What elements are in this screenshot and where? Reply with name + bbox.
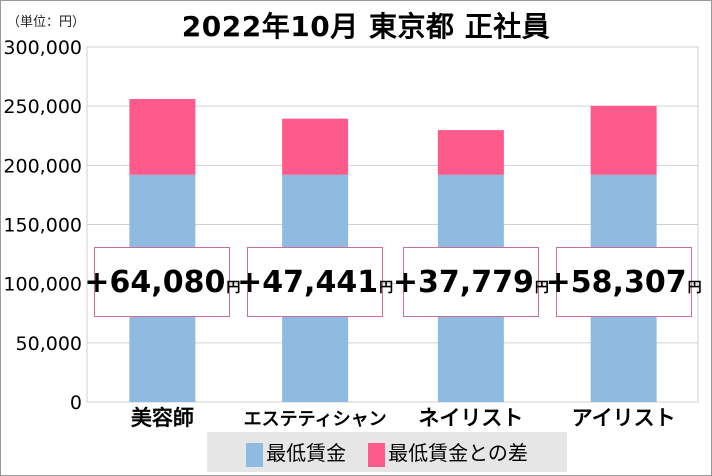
bar-difference — [590, 105, 657, 175]
data-label-unit: 円 — [534, 280, 549, 296]
data-label: +64,080 円 — [84, 247, 240, 317]
legend-item-min-wage: 最低賃金 — [246, 437, 346, 467]
data-label: +37,779 円 — [393, 247, 549, 317]
y-tick-label: 250,000 — [3, 96, 82, 118]
data-label-unit: 円 — [687, 280, 702, 296]
y-tick-label: 50,000 — [16, 333, 82, 355]
data-label: +58,307 円 — [546, 247, 702, 317]
legend-label: 最低賃金 — [266, 441, 347, 466]
bar-difference — [437, 130, 504, 175]
y-tick-label: 0 — [70, 392, 82, 414]
y-tick-label: 300,000 — [3, 37, 82, 59]
bar-difference — [282, 118, 349, 175]
legend-label: 最低賃金との差 — [388, 441, 528, 466]
legend: 最低賃金 最低賃金との差 — [207, 432, 567, 472]
x-tick-label: アイリスト — [572, 406, 676, 430]
x-tick-label: 美容師 — [131, 406, 194, 430]
chart-title: 2022年10月 東京都 正社員 — [181, 10, 551, 43]
data-label-value: +47,441 — [237, 264, 379, 300]
data-label-value: +58,307 — [545, 264, 687, 300]
data-label-unit: 円 — [379, 280, 394, 296]
y-tick-label: 100,000 — [3, 274, 82, 296]
x-tick-label: エステティシャン — [244, 409, 387, 430]
unit-label: （単位：円） — [7, 15, 86, 30]
legend-swatch — [246, 442, 264, 467]
data-label-value: +64,080 — [84, 264, 226, 300]
x-tick-label: ネイリスト — [418, 406, 523, 430]
bar-difference — [129, 98, 196, 175]
data-label-value: +37,779 — [392, 264, 534, 300]
data-label: +47,441 円 — [237, 247, 393, 317]
y-tick-label: 200,000 — [3, 155, 82, 177]
legend-item-difference: 最低賃金との差 — [368, 437, 528, 467]
legend-swatch — [368, 442, 386, 467]
y-tick-label: 150,000 — [3, 215, 82, 237]
data-label-unit: 円 — [226, 280, 241, 296]
